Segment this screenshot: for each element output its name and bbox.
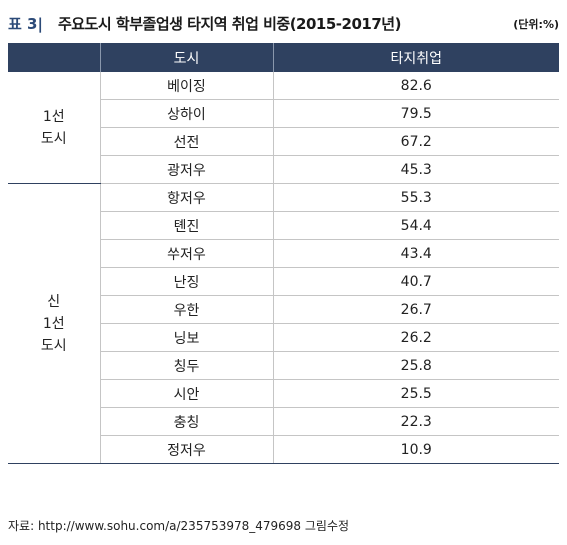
table-row: 선전 67.2 (8, 127, 559, 156)
table-row: 정저우 10.9 (8, 435, 559, 464)
header-value: 타지취업 (272, 43, 559, 72)
value-cell: 54.4 (272, 211, 559, 240)
city-cell: 충칭 (99, 407, 273, 436)
city-cell: 정저우 (99, 435, 273, 464)
group-label-line: 신 (47, 293, 61, 310)
value-cell: 25.5 (272, 379, 559, 408)
table-row: 난징 40.7 (8, 267, 559, 296)
value-cell: 67.2 (272, 127, 559, 156)
table-row: 상하이 79.5 (8, 99, 559, 128)
table-row: 톈진 54.4 (8, 211, 559, 240)
value-cell: 55.3 (272, 183, 559, 212)
value-cell: 10.9 (272, 435, 559, 464)
table-row: 쑤저우 43.4 (8, 239, 559, 268)
table-row: 시안 25.5 (8, 379, 559, 408)
table-row: 충칭 22.3 (8, 407, 559, 436)
city-cell: 선전 (99, 127, 273, 156)
value-cell: 43.4 (272, 239, 559, 268)
city-cell: 칭두 (99, 351, 273, 380)
group-label-line: 도시 (40, 337, 67, 354)
table-row: 칭두 25.8 (8, 351, 559, 380)
table-title: 주요도시 학부졸업생 타지역 취업 비중(2015-2017년) (58, 15, 401, 33)
header-group (8, 43, 100, 72)
source-note: 자료: http://www.sohu.com/a/235753978_4796… (8, 519, 350, 533)
group-label-line: 도시 (40, 130, 67, 147)
table-body: 1선 도시 베이징 82.6 상하이 79.5 선전 67.2 광저우 45.3 신 1선 도시 항저우 5… (8, 72, 559, 464)
table-row: 1선 도시 베이징 82.6 (8, 72, 559, 184)
group-label-line: 1선 (42, 108, 65, 125)
table-caption: 표 3| 주요도시 학부졸업생 타지역 취업 비중(2015-2017년) (단… (8, 10, 559, 36)
value-cell: 82.6 (272, 72, 559, 100)
city-cell: 시안 (99, 379, 273, 408)
group-label-line: 1선 (42, 315, 65, 332)
header-city: 도시 (99, 43, 273, 72)
city-cell: 광저우 (99, 155, 273, 184)
table-row: 닝보 26.2 (8, 323, 559, 352)
city-cell: 베이징 (99, 72, 273, 100)
city-cell: 항저우 (99, 183, 273, 212)
value-cell: 26.7 (272, 295, 559, 324)
data-table: 도시 타지취업 1선 도시 베이징 82.6 상하이 79.5 선전 67.2 광저우 45.3 신… (8, 43, 559, 464)
value-cell: 25.8 (272, 351, 559, 380)
city-cell: 톈진 (99, 211, 273, 240)
value-cell: 40.7 (272, 267, 559, 296)
table-row: 광저우 45.3 (8, 155, 559, 184)
city-cell: 닝보 (99, 323, 273, 352)
city-cell: 쑤저우 (99, 239, 273, 268)
header-row: 도시 타지취업 (8, 43, 559, 72)
unit-label: (단위:%) (513, 18, 559, 31)
value-cell: 45.3 (272, 155, 559, 184)
city-cell: 우한 (99, 295, 273, 324)
value-cell: 79.5 (272, 99, 559, 128)
city-cell: 상하이 (99, 99, 273, 128)
city-cell: 난징 (99, 267, 273, 296)
value-cell: 26.2 (272, 323, 559, 352)
table-number: 표 3| (8, 15, 43, 33)
value-cell: 22.3 (272, 407, 559, 436)
table-row: 우한 26.7 (8, 295, 559, 324)
